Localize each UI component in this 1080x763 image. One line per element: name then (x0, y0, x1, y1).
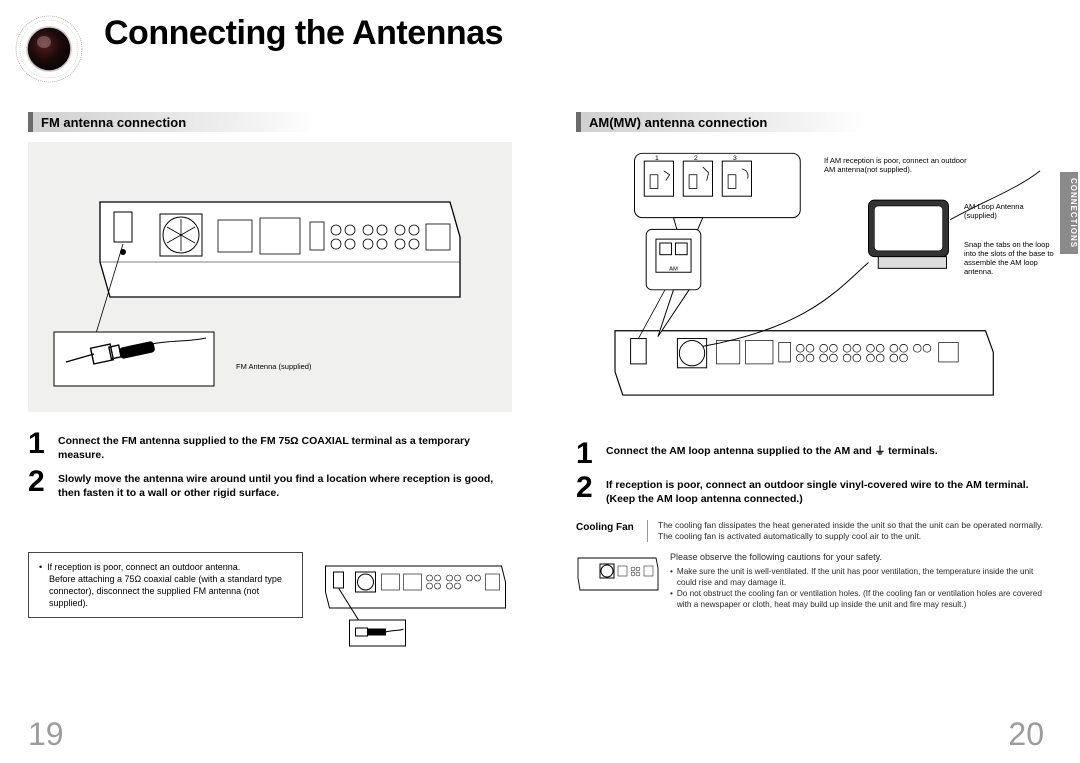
step-item: 2 Slowly move the antenna wire around un… (28, 468, 512, 500)
section-bar-am: AM(MW) antenna connection (576, 112, 1044, 132)
page-number: 19 (28, 716, 64, 753)
svg-text:AM: AM (669, 266, 678, 272)
fm-steps: 1 Connect the FM antenna supplied to the… (28, 430, 512, 500)
am-loop-label: AM Loop Antenna (supplied) (964, 202, 1044, 220)
caution-item: Do not obstruct the cooling fan or venti… (677, 588, 1044, 610)
cooling-fan-text: The cooling fan dissipates the heat gene… (658, 520, 1044, 542)
step-number: 1 (576, 440, 606, 468)
am-loop-hint: Snap the tabs on the loop into the slots… (964, 240, 1054, 276)
rear-panel-thumb-icon (576, 552, 660, 598)
cooling-fan-label: Cooling Fan (576, 520, 648, 542)
note-box: If reception is poor, connect an outdoor… (28, 552, 303, 618)
step-number: 2 (28, 468, 58, 496)
am-steps: 1 Connect the AM loop antenna supplied t… (576, 440, 1044, 506)
section-bar-fm: FM antenna connection (28, 112, 512, 132)
step-text: If reception is poor, connect an outdoor… (606, 474, 1044, 506)
note-bullet: If reception is poor, connect an outdoor… (47, 561, 240, 573)
speaker-cone-icon (14, 14, 84, 84)
caution-item: Make sure the unit is well-ventilated. I… (677, 566, 1044, 588)
page-right: CONNECTIONS AM(MW) antenna connection (540, 0, 1080, 763)
step-number: 2 (576, 474, 606, 502)
caution-block: Please observe the following cautions fo… (576, 552, 1044, 610)
note-sub: Before attaching a 75Ω coaxial cable (wi… (39, 573, 292, 609)
svg-text:2: 2 (694, 155, 698, 162)
fm-antenna-label: FM Antenna (supplied) (236, 362, 311, 371)
am-note1: If AM reception is poor, connect an outd… (824, 156, 974, 174)
caution-lead: Please observe the following cautions fo… (670, 552, 1044, 563)
page-left: Connecting the Antennas FM antenna conne… (0, 0, 540, 763)
step-item: 2 If reception is poor, connect an outdo… (576, 474, 1044, 506)
fm-diagram: FM Antenna (supplied) (28, 142, 512, 412)
mini-rear-panel-diagram (317, 552, 512, 647)
am-diagram: 1 2 3 (576, 142, 1044, 422)
section-title: AM(MW) antenna connection (589, 115, 767, 130)
page-number: 20 (1008, 716, 1044, 753)
step-item: 1 Connect the AM loop antenna supplied t… (576, 440, 1044, 468)
step-number: 1 (28, 430, 58, 458)
step-text: Connect the AM loop antenna supplied to … (606, 440, 938, 458)
cooling-fan-block: Cooling Fan The cooling fan dissipates t… (576, 520, 1044, 542)
svg-text:1: 1 (655, 155, 659, 162)
step-item: 1 Connect the FM antenna supplied to the… (28, 430, 512, 462)
side-tab-connections: CONNECTIONS (1060, 172, 1078, 254)
section-title: FM antenna connection (41, 115, 186, 130)
step-text: Connect the FM antenna supplied to the F… (58, 430, 512, 462)
step-text: Slowly move the antenna wire around unti… (58, 468, 512, 500)
svg-text:3: 3 (733, 155, 737, 162)
chapter-title: Connecting the Antennas (104, 14, 503, 53)
